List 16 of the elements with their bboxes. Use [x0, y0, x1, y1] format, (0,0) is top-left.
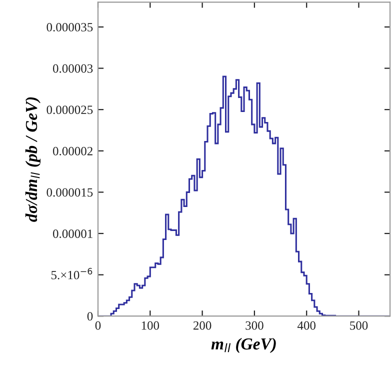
y-tick-label: 0.00001 [52, 230, 92, 238]
y-tick-label: 0.00002 [52, 146, 92, 156]
x-tick-label: 200 [193, 321, 212, 330]
x-tick-label: 300 [246, 321, 264, 330]
x-tick-label: 100 [142, 321, 160, 330]
y-tick-label: 0.000025 [46, 106, 93, 114]
y-axis-title: dσ/dm$_{ll}$ (pb / GeV) [25, 97, 40, 222]
y-tick-label: 0 [87, 312, 93, 321]
x-axis-title: m$_{ll}$ (GeV) [211, 338, 276, 353]
y-tick-label: 5.×10$^{−6}$ [51, 268, 92, 280]
x-tick-label: 0 [95, 321, 101, 330]
x-tick-label: 400 [297, 321, 316, 330]
y-tick-label: 0.000035 [46, 22, 93, 32]
x-tick-label: 500 [350, 321, 368, 330]
y-tick-label: 0.000015 [46, 188, 93, 197]
y-tick-label: 0.00003 [52, 64, 93, 73]
